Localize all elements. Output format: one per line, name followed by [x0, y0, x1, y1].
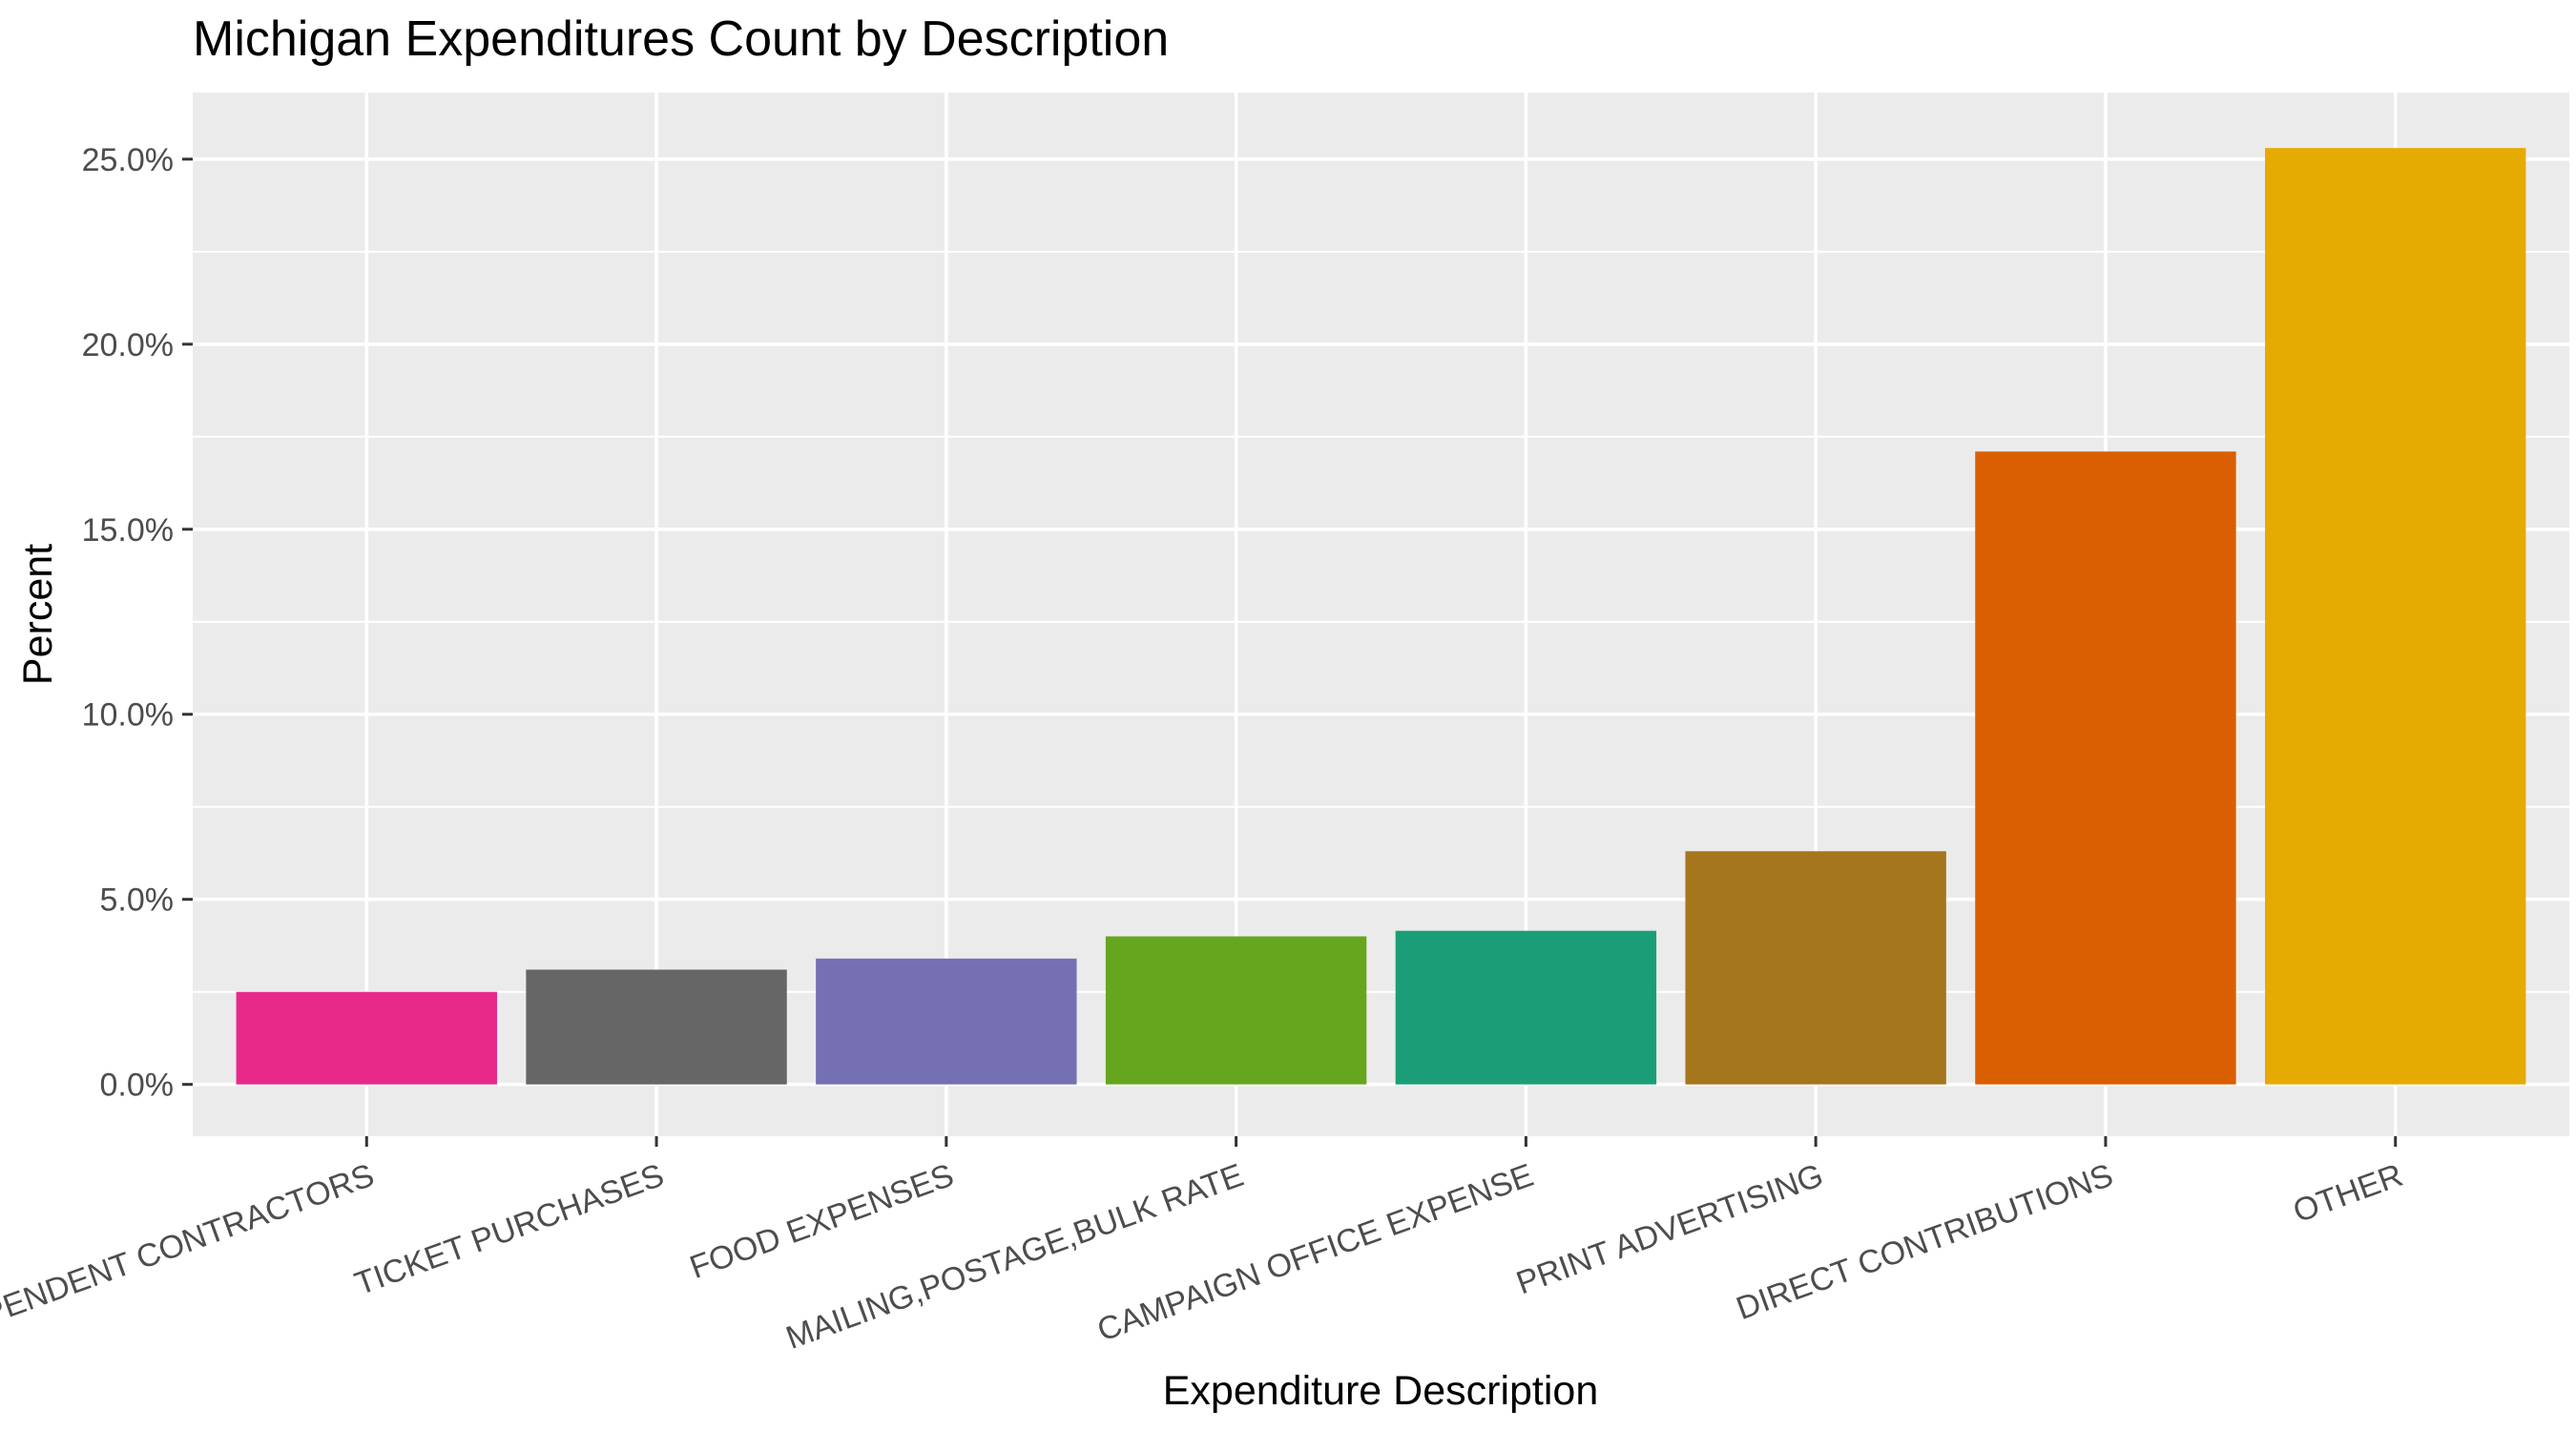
- y-tick-label: 15.0%: [82, 512, 174, 549]
- bar: [1685, 851, 1946, 1085]
- x-tick-label: MAILING,POSTAGE,BULK RATE: [781, 1157, 1248, 1357]
- x-tick-label: TICKET PURCHASES: [350, 1157, 669, 1302]
- bar: [2265, 148, 2526, 1085]
- bar: [816, 958, 1077, 1085]
- x-tick-label: OTHER: [2289, 1157, 2408, 1230]
- bar: [1975, 451, 2236, 1085]
- x-axis-title: Expenditure Description: [1163, 1368, 1599, 1414]
- bar: [1395, 930, 1657, 1085]
- bar: [1105, 936, 1367, 1085]
- y-tick-label: 0.0%: [100, 1068, 175, 1104]
- y-tick-label: 10.0%: [82, 697, 174, 734]
- y-tick-label: 25.0%: [82, 142, 174, 178]
- y-axis-title: Percent: [15, 544, 61, 685]
- x-tick-label: INDEPENDENT CONTRACTORS: [0, 1157, 379, 1359]
- x-tick-label: FOOD EXPENSES: [685, 1157, 958, 1286]
- y-axis: 0.0% 5.0% 10.0% 15.0% 20.0% 25.0%: [82, 142, 193, 1104]
- y-tick-label: 20.0%: [82, 327, 174, 363]
- bar: [526, 969, 787, 1085]
- y-tick-label: 5.0%: [100, 882, 175, 919]
- chart-title: Michigan Expenditures Count by Descripti…: [193, 11, 1169, 67]
- bar: [236, 991, 497, 1085]
- bars: [236, 148, 2526, 1085]
